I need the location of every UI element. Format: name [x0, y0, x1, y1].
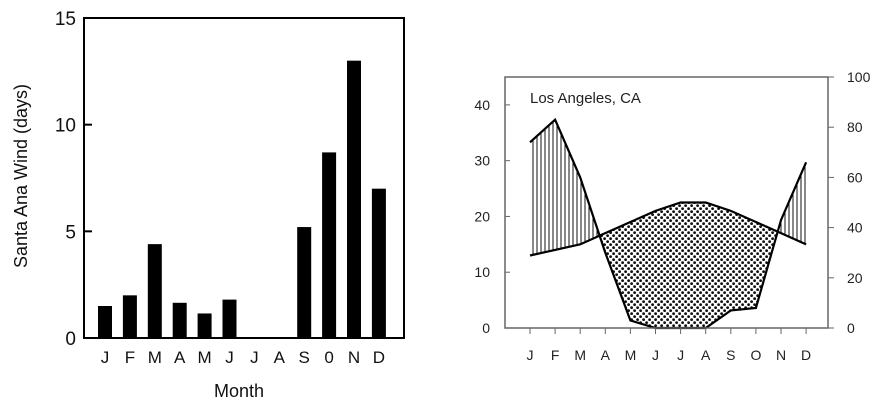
- climograph-xtick-label: S: [726, 347, 735, 363]
- climograph-frame: [504, 76, 829, 329]
- bar-chart-frame: [83, 17, 405, 339]
- bar: [197, 313, 212, 338]
- left-ytick-label: 40: [474, 97, 490, 113]
- climograph-xtick-label: A: [601, 347, 611, 363]
- climograph-xtick-label: M: [574, 347, 586, 363]
- bar-chart-xtick-label: J: [225, 348, 234, 367]
- right-ytick-label: 0: [847, 320, 855, 336]
- climograph-fills: [530, 119, 807, 328]
- bar: [147, 244, 162, 338]
- bar-chart-xtick-label: N: [348, 348, 360, 367]
- bar-chart-ytick-label: 15: [55, 9, 76, 30]
- bar-chart-xtick-label: 0: [324, 348, 333, 367]
- bar-chart-xtick-label: J: [101, 348, 110, 367]
- climograph-xtick-label: J: [652, 347, 659, 363]
- dry-season-fill: [599, 202, 778, 328]
- bar-chart-xtick-label: J: [250, 348, 259, 367]
- bar-chart-xtick-label: A: [274, 348, 286, 367]
- bar: [98, 306, 112, 338]
- bar-chart-ylabel: Santa Ana Wind (days): [11, 84, 31, 268]
- climograph-xtick-label: J: [677, 347, 684, 363]
- right-ytick-label: 100: [847, 69, 871, 85]
- bar: [371, 188, 386, 338]
- bar: [122, 295, 137, 338]
- right-ytick-label: 20: [847, 270, 863, 286]
- climograph-xtick-label: F: [551, 347, 560, 363]
- bar: [172, 302, 187, 338]
- bar-chart-xtick-label: S: [299, 348, 310, 367]
- bar-chart-xtick-label: F: [125, 348, 135, 367]
- bar: [322, 152, 337, 338]
- climograph-xtick-label: A: [701, 347, 711, 363]
- bar-chart-bars: [98, 60, 386, 339]
- climograph-left-axis: 0 10 20 30 40: [474, 97, 510, 336]
- bar: [347, 60, 361, 339]
- left-ytick-label: 30: [474, 153, 490, 169]
- right-ytick-label: 60: [847, 169, 863, 185]
- humid-season-fill: [530, 119, 600, 256]
- bar: [297, 227, 312, 338]
- bar-chart-xtick-label: M: [198, 348, 212, 367]
- bar-chart-ytick-label: 5: [65, 222, 76, 243]
- bar-chart-xlabel: Month: [214, 381, 264, 401]
- temperature-line: [529, 201, 807, 257]
- climograph-xtick-label: D: [801, 347, 811, 363]
- bar-chart-ytick-label: 0: [65, 329, 76, 350]
- right-ytick-label: 80: [847, 119, 863, 135]
- climograph-title: Los Angeles, CA: [530, 90, 641, 107]
- climograph-xtick-label: J: [527, 347, 534, 363]
- left-ytick-label: 0: [482, 320, 490, 336]
- bar: [222, 299, 237, 338]
- left-ytick-label: 20: [474, 208, 490, 224]
- climograph-xtick-label: O: [750, 347, 761, 363]
- bar-chart-y-axis: 0 5 10 15: [55, 9, 92, 350]
- right-ytick-label: 40: [847, 220, 863, 236]
- bar-chart-xtick-label: D: [373, 348, 385, 367]
- bar-chart-xtick-label: M: [148, 348, 162, 367]
- climograph-xtick-label: M: [625, 347, 637, 363]
- climograph-right-axis: 0 20 40 60 80 100: [828, 69, 871, 336]
- humid-season-fill: [777, 162, 807, 245]
- climograph-xtick-label: N: [776, 347, 786, 363]
- bar-chart-xtick-label: A: [174, 348, 186, 367]
- left-ytick-label: 10: [474, 264, 490, 280]
- bar-chart-ytick-label: 10: [55, 116, 76, 137]
